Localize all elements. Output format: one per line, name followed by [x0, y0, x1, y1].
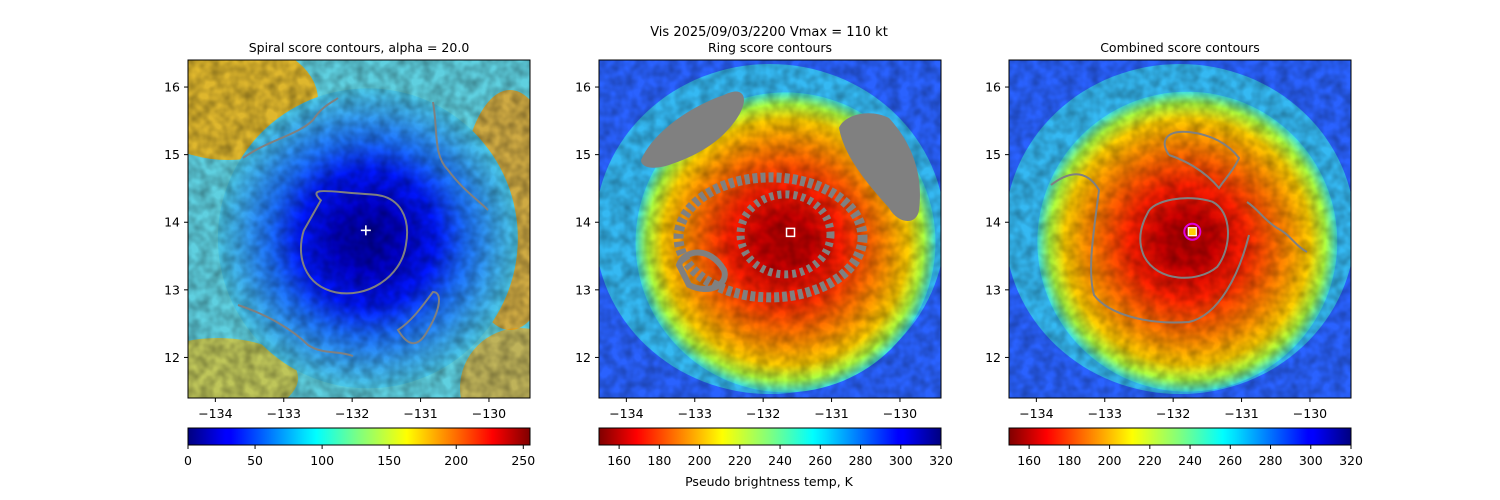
panel-title: Spiral score contours, alpha = 20.0	[249, 40, 470, 55]
x-tick-label: −130	[883, 406, 917, 421]
x-tick-label: −133	[267, 406, 301, 421]
colorbar-tick-label: 300	[889, 453, 913, 468]
x-tick-label: −132	[335, 406, 369, 421]
ring-score-contour-sw	[675, 249, 728, 292]
y-tick-label: 13	[575, 282, 591, 297]
y-tick-label: 16	[985, 80, 1001, 95]
ring-score-contour-inner	[736, 190, 835, 279]
spiral-contour-east	[432, 101, 489, 211]
colorbar	[1008, 427, 1352, 446]
y-tick-label: 16	[575, 80, 591, 95]
x-tick-label: −131	[1224, 406, 1258, 421]
spiral-contour-sw	[237, 304, 354, 357]
colorbar-tick-label: 150	[377, 453, 401, 468]
colorbar-tick-label: 280	[1259, 453, 1283, 468]
combined-contour-outer	[1050, 173, 1250, 324]
colorbar-tick-label: 180	[1057, 453, 1081, 468]
satellite-image	[1009, 60, 1351, 398]
colorbar-tick-label: 200	[688, 453, 712, 468]
combined-contour-inner	[1139, 197, 1229, 279]
x-tick-label: −134	[1019, 406, 1053, 421]
x-tick-label: −132	[1156, 406, 1190, 421]
colorbar-tick-label: 240	[1178, 453, 1202, 468]
panel-title: Combined score contours	[1100, 40, 1260, 55]
colorbar-tick-label: 100	[310, 453, 334, 468]
colorbar-tick-label: 50	[247, 453, 263, 468]
colorbar-tick-label: 220	[728, 453, 752, 468]
spiral-contour-ne	[242, 97, 339, 159]
axes-frame	[187, 59, 531, 399]
storm-center-marker	[785, 227, 796, 238]
ring-score-contour-core	[673, 172, 868, 303]
x-tick-label: −132	[746, 406, 780, 421]
x-tick-label: −133	[1088, 406, 1122, 421]
ring-score-region-nw	[641, 91, 744, 168]
x-tick-label: −130	[472, 406, 506, 421]
spiral-contour-se	[396, 290, 440, 345]
x-tick-label: −133	[678, 406, 712, 421]
combined-contour-north	[1163, 130, 1241, 190]
axes-frame	[1008, 59, 1352, 399]
colorbar-tick-label: 260	[808, 453, 832, 468]
colorbar-tick-label: 200	[444, 453, 468, 468]
x-tick-label: −134	[609, 406, 643, 421]
y-tick-label: 15	[575, 147, 591, 162]
satellite-image	[188, 60, 530, 398]
y-tick-label: 15	[164, 147, 180, 162]
panel-title: Ring score contours	[708, 40, 832, 55]
colorbar-tick-label: 260	[1218, 453, 1242, 468]
figure-suptitle: Vis 2025/09/03/2200 Vmax = 110 kt	[650, 25, 888, 40]
axes-frame	[598, 59, 942, 399]
colorbar-tick-label: 320	[1339, 453, 1363, 468]
storm-center-marker	[360, 225, 371, 236]
y-tick-label: 12	[164, 350, 180, 365]
ring-score-region-ne	[839, 113, 920, 222]
colorbar-tick-label: 160	[1017, 453, 1041, 468]
y-tick-label: 13	[985, 282, 1001, 297]
colorbar	[598, 427, 942, 446]
colorbar-tick-label: 300	[1299, 453, 1323, 468]
x-tick-label: −134	[198, 406, 232, 421]
y-tick-label: 14	[985, 215, 1001, 230]
x-tick-label: −131	[403, 406, 437, 421]
colorbar	[187, 427, 531, 446]
colorbar-tick-label: 200	[1098, 453, 1122, 468]
y-tick-label: 13	[164, 282, 180, 297]
y-tick-label: 16	[164, 80, 180, 95]
colorbar-tick-label: 240	[768, 453, 792, 468]
y-tick-label: 14	[575, 215, 591, 230]
satellite-image	[599, 60, 941, 398]
colorbar-tick-label: 180	[647, 453, 671, 468]
colorbar-tick-label: 220	[1138, 453, 1162, 468]
colorbar-tick-label: 250	[511, 453, 535, 468]
spiral-contour-inner	[300, 189, 408, 295]
storm-center-marker	[1183, 222, 1202, 241]
colorbar-axis-label: Pseudo brightness temp, K	[685, 474, 854, 489]
y-tick-label: 12	[985, 350, 1001, 365]
y-tick-label: 12	[575, 350, 591, 365]
y-tick-label: 14	[164, 215, 180, 230]
x-tick-label: −130	[1293, 406, 1327, 421]
combined-contour-east	[1246, 201, 1308, 253]
colorbar-tick-label: 320	[929, 453, 953, 468]
colorbar-tick-label: 280	[849, 453, 873, 468]
y-tick-label: 15	[985, 147, 1001, 162]
colorbar-tick-label: 160	[607, 453, 631, 468]
colorbar-tick-label: 0	[184, 453, 192, 468]
x-tick-label: −131	[814, 406, 848, 421]
